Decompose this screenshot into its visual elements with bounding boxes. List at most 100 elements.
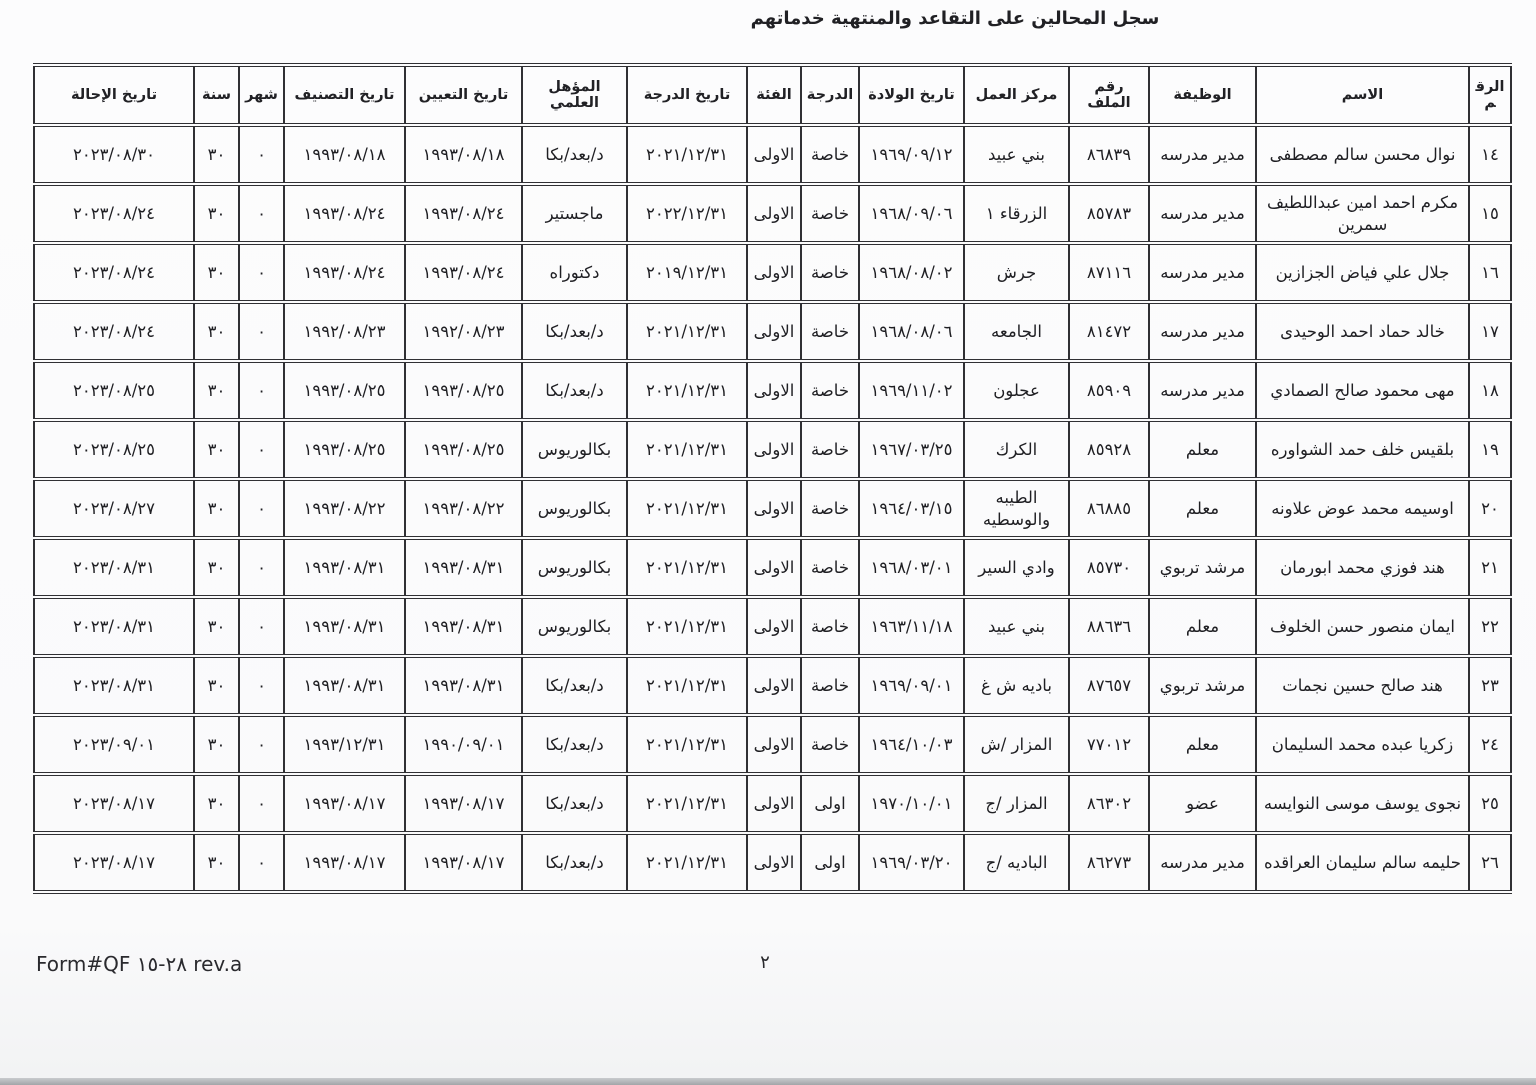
cell-month: ٠ xyxy=(238,241,285,304)
cell-category: الاولى xyxy=(746,418,802,481)
cell-job: مدير مدرسه xyxy=(1148,300,1257,363)
cell-referral-date: ٢٠٢٣/٠٨/٢٥ xyxy=(33,359,195,422)
cell-grade-date: ٢٠٢١/١٢/٣١ xyxy=(626,595,748,658)
cell-grade-date: ٢٠٢١/١٢/٣١ xyxy=(626,123,748,186)
cell-file-number: ٨٧٦٥٧ xyxy=(1068,654,1150,717)
cell-file-number: ٧٧٠١٢ xyxy=(1068,713,1150,776)
cell-work-center: الطيبه والوسطيه xyxy=(963,477,1070,540)
cell-job: مرشد تربوي xyxy=(1148,654,1257,717)
cell-grade: خاصة xyxy=(800,123,860,186)
cell-grade-date: ٢٠٢٢/١٢/٣١ xyxy=(626,182,748,245)
cell-file-number: ٨٥٧٨٣ xyxy=(1068,182,1150,245)
cell-birth-date: ١٩٦٨/٠٩/٠٦ xyxy=(858,182,965,245)
cell-grade: خاصة xyxy=(800,713,860,776)
cell-file-number: ٨٦٢٧٣ xyxy=(1068,831,1150,894)
table-row: ١٧ خالد حماد احمد الوحيدى مدير مدرسه ٨١٤٧٢ ا… xyxy=(33,300,1512,363)
footer-form-code: Form#QF ٢٨-١٥ rev.a xyxy=(36,952,243,976)
cell-referral-date: ٢٠٢٣/٠٨/٢٥ xyxy=(33,418,195,481)
cell-job: مدير مدرسه xyxy=(1148,359,1257,422)
cell-name: جلال علي فياض الجزازين xyxy=(1255,241,1470,304)
cell-name: هند صالح حسين نجمات xyxy=(1255,654,1470,717)
cell-job: عضو xyxy=(1148,772,1257,835)
table-row: ١٦ جلال علي فياض الجزازين مدير مدرسه ٨٧١١٦ ج… xyxy=(33,241,1512,304)
cell-file-number: ٨٨٦٣٦ xyxy=(1068,595,1150,658)
cell-job: معلم xyxy=(1148,418,1257,481)
table-row: ٢١ هند فوزي محمد ابورمان مرشد تربوي ٨٥٧٣٠ وا… xyxy=(33,536,1512,599)
cell-name: بلقيس خلف حمد الشواوره xyxy=(1255,418,1470,481)
cell-birth-date: ١٩٧٠/١٠/٠١ xyxy=(858,772,965,835)
column-header-qualification: المؤهل العلمي xyxy=(521,63,628,127)
cell-work-center: باديه ش غ xyxy=(963,654,1070,717)
cell-birth-date: ١٩٦٨/٠٨/٠٢ xyxy=(858,241,965,304)
table-row: ١٨ مهى محمود صالح الصمادي مدير مدرسه ٨٥٩٠٩ ع… xyxy=(33,359,1512,422)
column-header-file-number: رقم الملف xyxy=(1068,63,1150,127)
cell-job: مدير مدرسه xyxy=(1148,123,1257,186)
cell-number: ١٧ xyxy=(1468,300,1512,363)
column-header-classification-date: تاريخ التصنيف xyxy=(283,63,406,127)
document-title-container: سجل المحالين على التقاعد والمنتهية خدمات… xyxy=(395,8,1515,29)
column-header-work-center: مركز العمل xyxy=(963,63,1070,127)
cell-year: ٣٠ xyxy=(193,831,240,894)
cell-job: مرشد تربوي xyxy=(1148,536,1257,599)
cell-work-center: عجلون xyxy=(963,359,1070,422)
cell-job: مدير مدرسه xyxy=(1148,182,1257,245)
cell-work-center: الكرك xyxy=(963,418,1070,481)
cell-category: الاولى xyxy=(746,536,802,599)
cell-referral-date: ٢٠٢٣/٠٨/٢٤ xyxy=(33,182,195,245)
cell-month: ٠ xyxy=(238,123,285,186)
cell-year: ٣٠ xyxy=(193,713,240,776)
cell-appointment-date: ١٩٩٣/٠٨/٢٤ xyxy=(404,241,523,304)
cell-month: ٠ xyxy=(238,595,285,658)
cell-appointment-date: ١٩٩٣/٠٨/١٧ xyxy=(404,831,523,894)
cell-name: زكريا عبده محمد السليمان xyxy=(1255,713,1470,776)
cell-birth-date: ١٩٦٨/٠٨/٠٦ xyxy=(858,300,965,363)
cell-qualification: بكالوريوس xyxy=(521,595,628,658)
cell-file-number: ٨٦٣٠٢ xyxy=(1068,772,1150,835)
cell-number: ٢٤ xyxy=(1468,713,1512,776)
cell-referral-date: ٢٠٢٣/٠٩/٠١ xyxy=(33,713,195,776)
table-row: ٢٢ ايمان منصور حسن الخلوف معلم ٨٨٦٣٦ بني عبي… xyxy=(33,595,1512,658)
cell-name: ايمان منصور حسن الخلوف xyxy=(1255,595,1470,658)
cell-number: ٢٢ xyxy=(1468,595,1512,658)
cell-qualification: دكتوراه xyxy=(521,241,628,304)
cell-appointment-date: ١٩٩٣/٠٨/١٨ xyxy=(404,123,523,186)
cell-appointment-date: ١٩٩٣/٠٨/٢٥ xyxy=(404,418,523,481)
cell-job: معلم xyxy=(1148,713,1257,776)
cell-year: ٣٠ xyxy=(193,123,240,186)
column-header-grade: الدرجة xyxy=(800,63,860,127)
cell-job: معلم xyxy=(1148,477,1257,540)
cell-name: حليمه سالم سليمان العراقده xyxy=(1255,831,1470,894)
cell-qualification: د/بعد/بكا xyxy=(521,300,628,363)
cell-qualification: د/بعد/بكا xyxy=(521,831,628,894)
cell-classification-date: ١٩٩٣/٠٨/٢٥ xyxy=(283,418,406,481)
cell-file-number: ٨٥٩٠٩ xyxy=(1068,359,1150,422)
cell-appointment-date: ١٩٩٣/٠٨/٣١ xyxy=(404,654,523,717)
cell-file-number: ٨٥٧٣٠ xyxy=(1068,536,1150,599)
cell-classification-date: ١٩٩٣/٠٨/٣١ xyxy=(283,654,406,717)
page-title: سجل المحالين على التقاعد والمنتهية خدمات… xyxy=(750,8,1160,29)
cell-category: الاولى xyxy=(746,654,802,717)
cell-month: ٠ xyxy=(238,477,285,540)
cell-work-center: جرش xyxy=(963,241,1070,304)
cell-classification-date: ١٩٩٣/٠٨/٣١ xyxy=(283,595,406,658)
cell-referral-date: ٢٠٢٣/٠٨/١٧ xyxy=(33,831,195,894)
cell-category: الاولى xyxy=(746,477,802,540)
cell-referral-date: ٢٠٢٣/٠٨/٣٠ xyxy=(33,123,195,186)
cell-year: ٣٠ xyxy=(193,772,240,835)
cell-name: مكرم احمد امين عبداللطيف سمرين xyxy=(1255,182,1470,245)
cell-appointment-date: ١٩٩٣/٠٨/١٧ xyxy=(404,772,523,835)
cell-appointment-date: ١٩٩٣/٠٨/٢٢ xyxy=(404,477,523,540)
cell-qualification: ماجستير xyxy=(521,182,628,245)
cell-grade: خاصة xyxy=(800,300,860,363)
cell-number: ٢٦ xyxy=(1468,831,1512,894)
cell-name: نوال محسن سالم مصطفى xyxy=(1255,123,1470,186)
cell-work-center: المزار /ج xyxy=(963,772,1070,835)
cell-month: ٠ xyxy=(238,713,285,776)
column-header-year: سنة xyxy=(193,63,240,127)
cell-classification-date: ١٩٩٣/٠٨/٢٥ xyxy=(283,359,406,422)
cell-qualification: د/بعد/بكا xyxy=(521,772,628,835)
cell-grade-date: ٢٠٢١/١٢/٣١ xyxy=(626,477,748,540)
cell-category: الاولى xyxy=(746,713,802,776)
cell-month: ٠ xyxy=(238,654,285,717)
column-header-number: الرقم xyxy=(1468,63,1512,127)
